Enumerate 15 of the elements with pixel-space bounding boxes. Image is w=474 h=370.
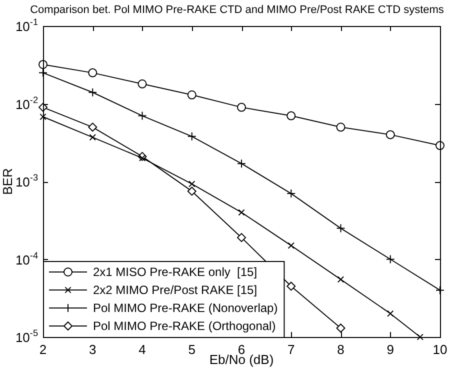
x-tick-label: 10: [432, 342, 448, 357]
x-tick-label: 4: [138, 342, 146, 357]
y-axis-title: BER: [0, 168, 15, 195]
x-tick-label: 3: [89, 342, 96, 357]
x-tick-label: 6: [238, 342, 246, 357]
x-tick-label: 7: [288, 342, 295, 357]
legend-label: 2x1 MISO Pre-RAKE only [15]: [93, 265, 258, 279]
legend-label: 2x2 MIMO Pre/Post RAKE [15]: [93, 283, 258, 297]
chart-title: Comparison bet. Pol MIMO Pre-RAKE CTD and MIMO Pre/Post RAKE CTD systems: [30, 4, 444, 16]
legend-label: Pol MIMO Pre-RAKE (Orthogonal): [93, 319, 276, 333]
x-tick-label: 5: [188, 342, 196, 357]
legend-label: Pol MIMO Pre-RAKE (Nonoverlap): [93, 301, 278, 315]
x-tick-label: 9: [386, 342, 394, 357]
x-tick-label: 2: [39, 342, 47, 357]
x-tick-label: 8: [337, 342, 344, 357]
